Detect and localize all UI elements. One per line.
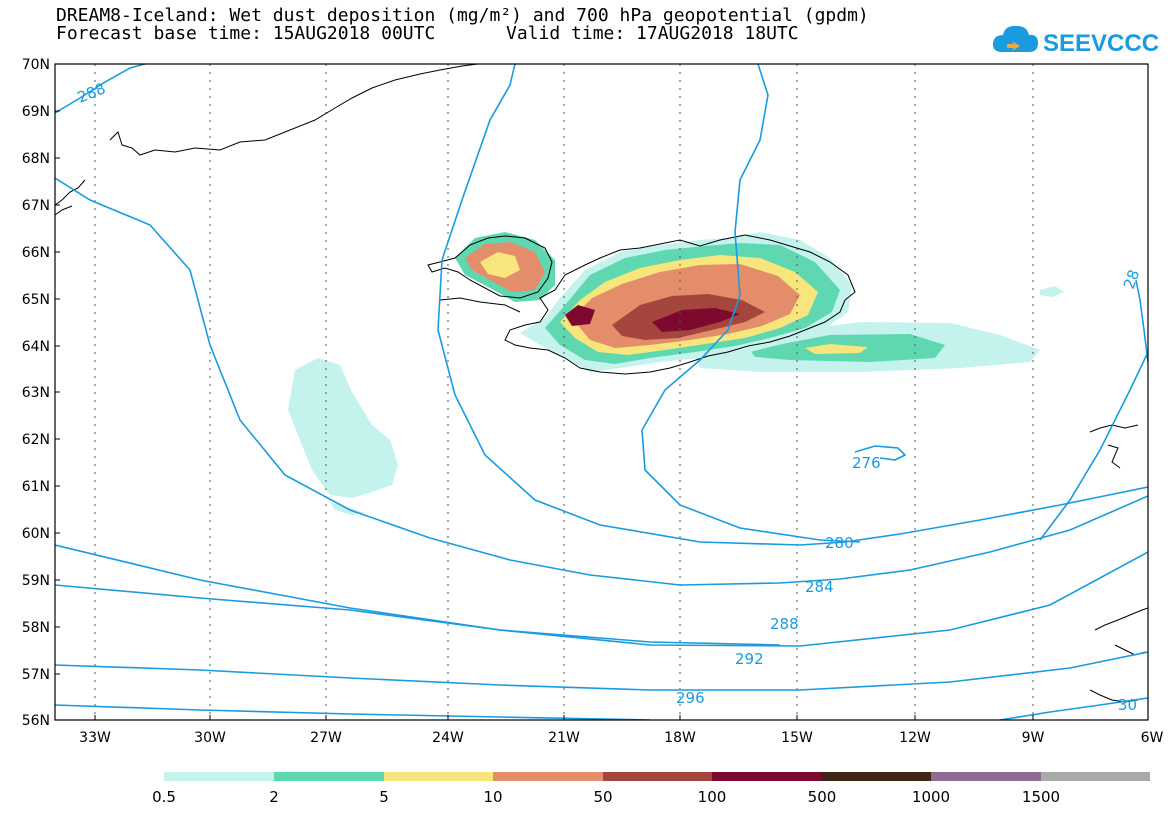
- dust-deposition-field: [288, 232, 1064, 515]
- contour-west-trough: [55, 177, 1148, 586]
- legend-swatch: [1041, 772, 1150, 781]
- lat-label: 60N: [22, 526, 50, 542]
- contour-east-28: [1135, 279, 1148, 363]
- contour-east-descending: [1039, 351, 1148, 541]
- graticule: [94, 64, 1034, 720]
- legend-swatch: [493, 772, 603, 781]
- coast-iceland-westfjords: [427, 235, 553, 299]
- legend-swatch: [603, 772, 712, 781]
- contour-284: [55, 544, 1148, 647]
- contour-labels: 288 276 280 284 288 292 296 28 30: [75, 79, 1144, 714]
- legend-label: 2: [269, 788, 279, 806]
- geopotential-contours: [55, 64, 1148, 720]
- map-title: DREAM8-Iceland: Wet dust deposition (mg/…: [56, 5, 869, 26]
- legend-label: 100: [698, 788, 727, 806]
- lon-label: 6W: [1141, 730, 1164, 746]
- lat-label: 66N: [22, 245, 50, 261]
- axis-ticks: [55, 63, 1034, 721]
- coast-greenland: [55, 64, 479, 216]
- legend-swatch: [931, 772, 1041, 781]
- contour-label: 292: [735, 650, 764, 668]
- contour-300: [999, 697, 1148, 720]
- lat-label: 59N: [22, 573, 50, 589]
- color-legend: [164, 772, 1150, 781]
- lat-label: 70N: [22, 57, 50, 73]
- legend-label: 500: [808, 788, 837, 806]
- contour-label: 284: [805, 578, 834, 596]
- contour-288: [55, 584, 781, 646]
- valid-time: Valid time: 17AUG2018 18UTC: [506, 23, 799, 44]
- lon-label: 24W: [432, 730, 464, 746]
- legend-swatch: [712, 772, 822, 781]
- contour-label: 276: [852, 454, 881, 472]
- base-time: Forecast base time: 15AUG2018 00UTC: [56, 23, 436, 44]
- lat-label: 56N: [22, 713, 50, 729]
- contour-label: 30: [1118, 696, 1137, 714]
- legend-labels: 0.5 2 5 10 50 100 500 1000 1500: [152, 788, 1060, 806]
- logo-text: SEEVCCC: [1043, 30, 1159, 57]
- lat-label: 67N: [22, 198, 50, 214]
- dust-field-iceland-maroon: [652, 308, 740, 332]
- seevccc-logo: SEEVCCC: [992, 25, 1159, 57]
- lon-label: 27W: [310, 730, 342, 746]
- lon-label: 30W: [194, 730, 226, 746]
- longitude-labels: 33W 30W 27W 24W 21W 18W 15W 12W 9W 6W: [79, 730, 1163, 746]
- legend-label: 1500: [1022, 788, 1060, 806]
- contour-288-nw: [55, 64, 146, 114]
- dust-field-plume-core: [805, 344, 868, 354]
- dust-field-east-blob: [1040, 286, 1064, 297]
- contour-276: [854, 445, 907, 461]
- lat-label: 62N: [22, 432, 50, 448]
- legend-label: 5: [379, 788, 389, 806]
- contour-292: [55, 651, 1148, 691]
- lat-label: 69N: [22, 104, 50, 120]
- lat-label: 61N: [22, 479, 50, 495]
- lon-label: 12W: [899, 730, 931, 746]
- legend-label: 1000: [912, 788, 950, 806]
- lon-label: 18W: [664, 730, 696, 746]
- lon-label: 33W: [79, 730, 111, 746]
- cloud-logo-icon: [992, 25, 1038, 52]
- legend-swatch: [164, 772, 274, 781]
- latitude-labels: 70N 69N 68N 67N 66N 65N 64N 63N 62N 61N …: [22, 57, 50, 729]
- contour-label: 288: [770, 615, 799, 633]
- lat-label: 58N: [22, 620, 50, 636]
- lat-label: 65N: [22, 292, 50, 308]
- contour-label: 280: [825, 534, 854, 552]
- dust-field-iceland-west-spot: [565, 305, 595, 326]
- lon-label: 9W: [1022, 730, 1045, 746]
- contour-label: 296: [676, 689, 705, 707]
- coast-iceland-main: [504, 234, 856, 375]
- legend-label: 0.5: [152, 788, 176, 806]
- lat-label: 68N: [22, 151, 50, 167]
- lat-label: 63N: [22, 385, 50, 401]
- legend-label: 10: [483, 788, 502, 806]
- legend-swatch: [274, 772, 384, 781]
- legend-swatch: [822, 772, 931, 781]
- lon-label: 15W: [781, 730, 813, 746]
- contour-296: [55, 704, 651, 720]
- contour-inner-loop: [641, 64, 861, 543]
- lat-label: 64N: [22, 339, 50, 355]
- coast-norway-scotland: [1089, 424, 1148, 703]
- contour-label: 28: [1120, 267, 1143, 291]
- lat-label: 57N: [22, 667, 50, 683]
- contour-central-trough: [437, 64, 1148, 546]
- legend-swatch: [384, 772, 493, 781]
- dust-field-westfjords-core: [480, 252, 520, 278]
- map-subtitle: Forecast base time: 15AUG2018 00UTC Valid…: [56, 23, 799, 44]
- dust-field-west-patch: [288, 358, 398, 498]
- legend-label: 50: [593, 788, 612, 806]
- lon-label: 21W: [548, 730, 580, 746]
- coastline: [55, 64, 1148, 703]
- coast-iceland-snaefellsnes: [439, 297, 521, 313]
